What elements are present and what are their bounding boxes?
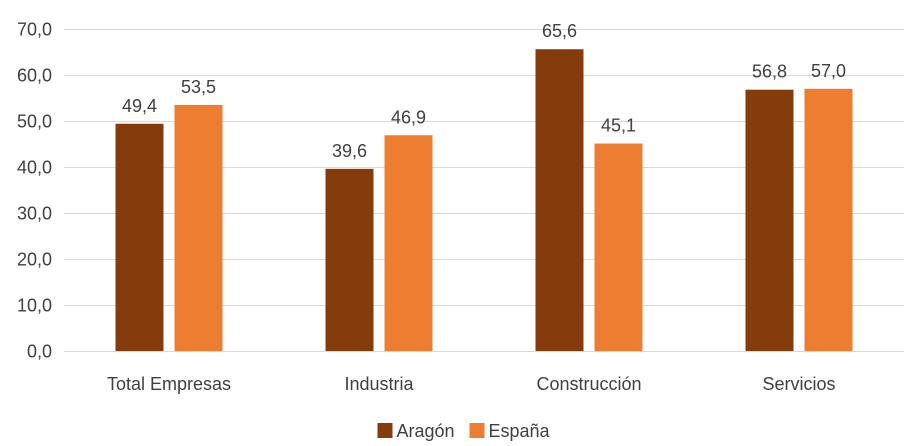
- y-tick-label: 50,0: [17, 112, 52, 132]
- y-tick-label: 30,0: [17, 204, 52, 224]
- data-label: 46,9: [391, 107, 426, 127]
- legend-swatch: [377, 423, 393, 438]
- y-tick-label: 60,0: [17, 66, 52, 86]
- legend-label: Aragón: [397, 421, 455, 441]
- bars: [115, 49, 853, 352]
- y-axis-tick-labels: 0,0 10,0 20,0 30,0 40,0 50,0 60,0 70,0: [17, 20, 52, 362]
- bar-espana: [384, 135, 433, 351]
- bar-aragon: [535, 49, 584, 352]
- bar-espana: [804, 88, 853, 352]
- legend-swatch: [469, 423, 485, 438]
- data-label: 65,6: [542, 21, 577, 41]
- data-label: 39,6: [332, 141, 367, 161]
- bar-espana: [594, 143, 643, 351]
- category-label: Industria: [344, 374, 414, 394]
- y-tick-label: 10,0: [17, 296, 52, 316]
- data-label: 56,8: [752, 62, 787, 82]
- y-tick-label: 70,0: [17, 20, 52, 40]
- bar-aragon: [325, 168, 374, 351]
- legend: Aragón España: [377, 421, 551, 441]
- bar-aragon: [745, 89, 794, 351]
- data-label: 57,0: [811, 61, 846, 81]
- category-label: Total Empresas: [107, 374, 231, 394]
- y-tick-label: 40,0: [17, 158, 52, 178]
- bar-espana: [174, 104, 223, 352]
- x-axis-category-labels: Total Empresas Industria Construcción Servi…: [107, 374, 836, 394]
- legend-label: España: [489, 421, 551, 441]
- bar-aragon: [115, 123, 164, 351]
- data-label: 53,5: [181, 77, 216, 97]
- y-tick-label: 20,0: [17, 250, 52, 270]
- category-label: Servicios: [762, 374, 835, 394]
- data-labels: 49,4 53,5 39,6 46,9 65,6 45,1 56,8 57,0: [122, 21, 846, 161]
- y-tick-label: 0,0: [27, 342, 52, 362]
- data-label: 45,1: [601, 116, 636, 136]
- data-label: 49,4: [122, 96, 157, 116]
- category-label: Construcción: [536, 374, 641, 394]
